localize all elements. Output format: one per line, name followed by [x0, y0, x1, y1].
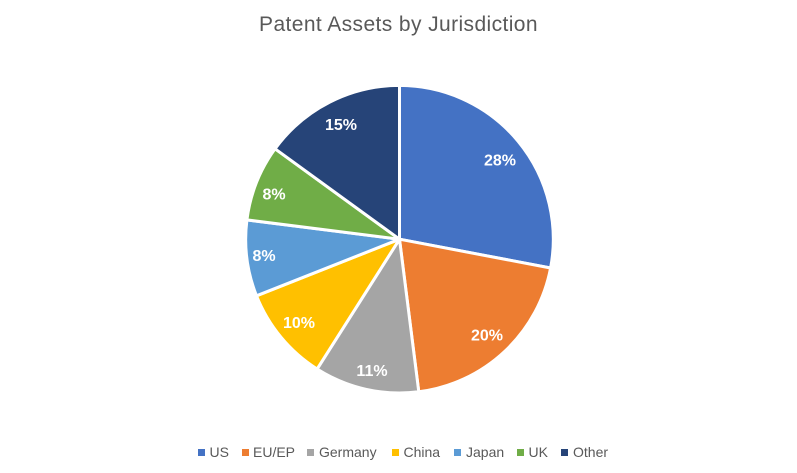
svg-text:8%: 8% [252, 248, 275, 265]
svg-text:8%: 8% [262, 187, 285, 204]
svg-text:10%: 10% [283, 315, 315, 332]
svg-text:28%: 28% [484, 153, 516, 170]
svg-text:15%: 15% [325, 117, 357, 134]
svg-text:20%: 20% [471, 328, 503, 345]
svg-text:11%: 11% [356, 363, 387, 380]
